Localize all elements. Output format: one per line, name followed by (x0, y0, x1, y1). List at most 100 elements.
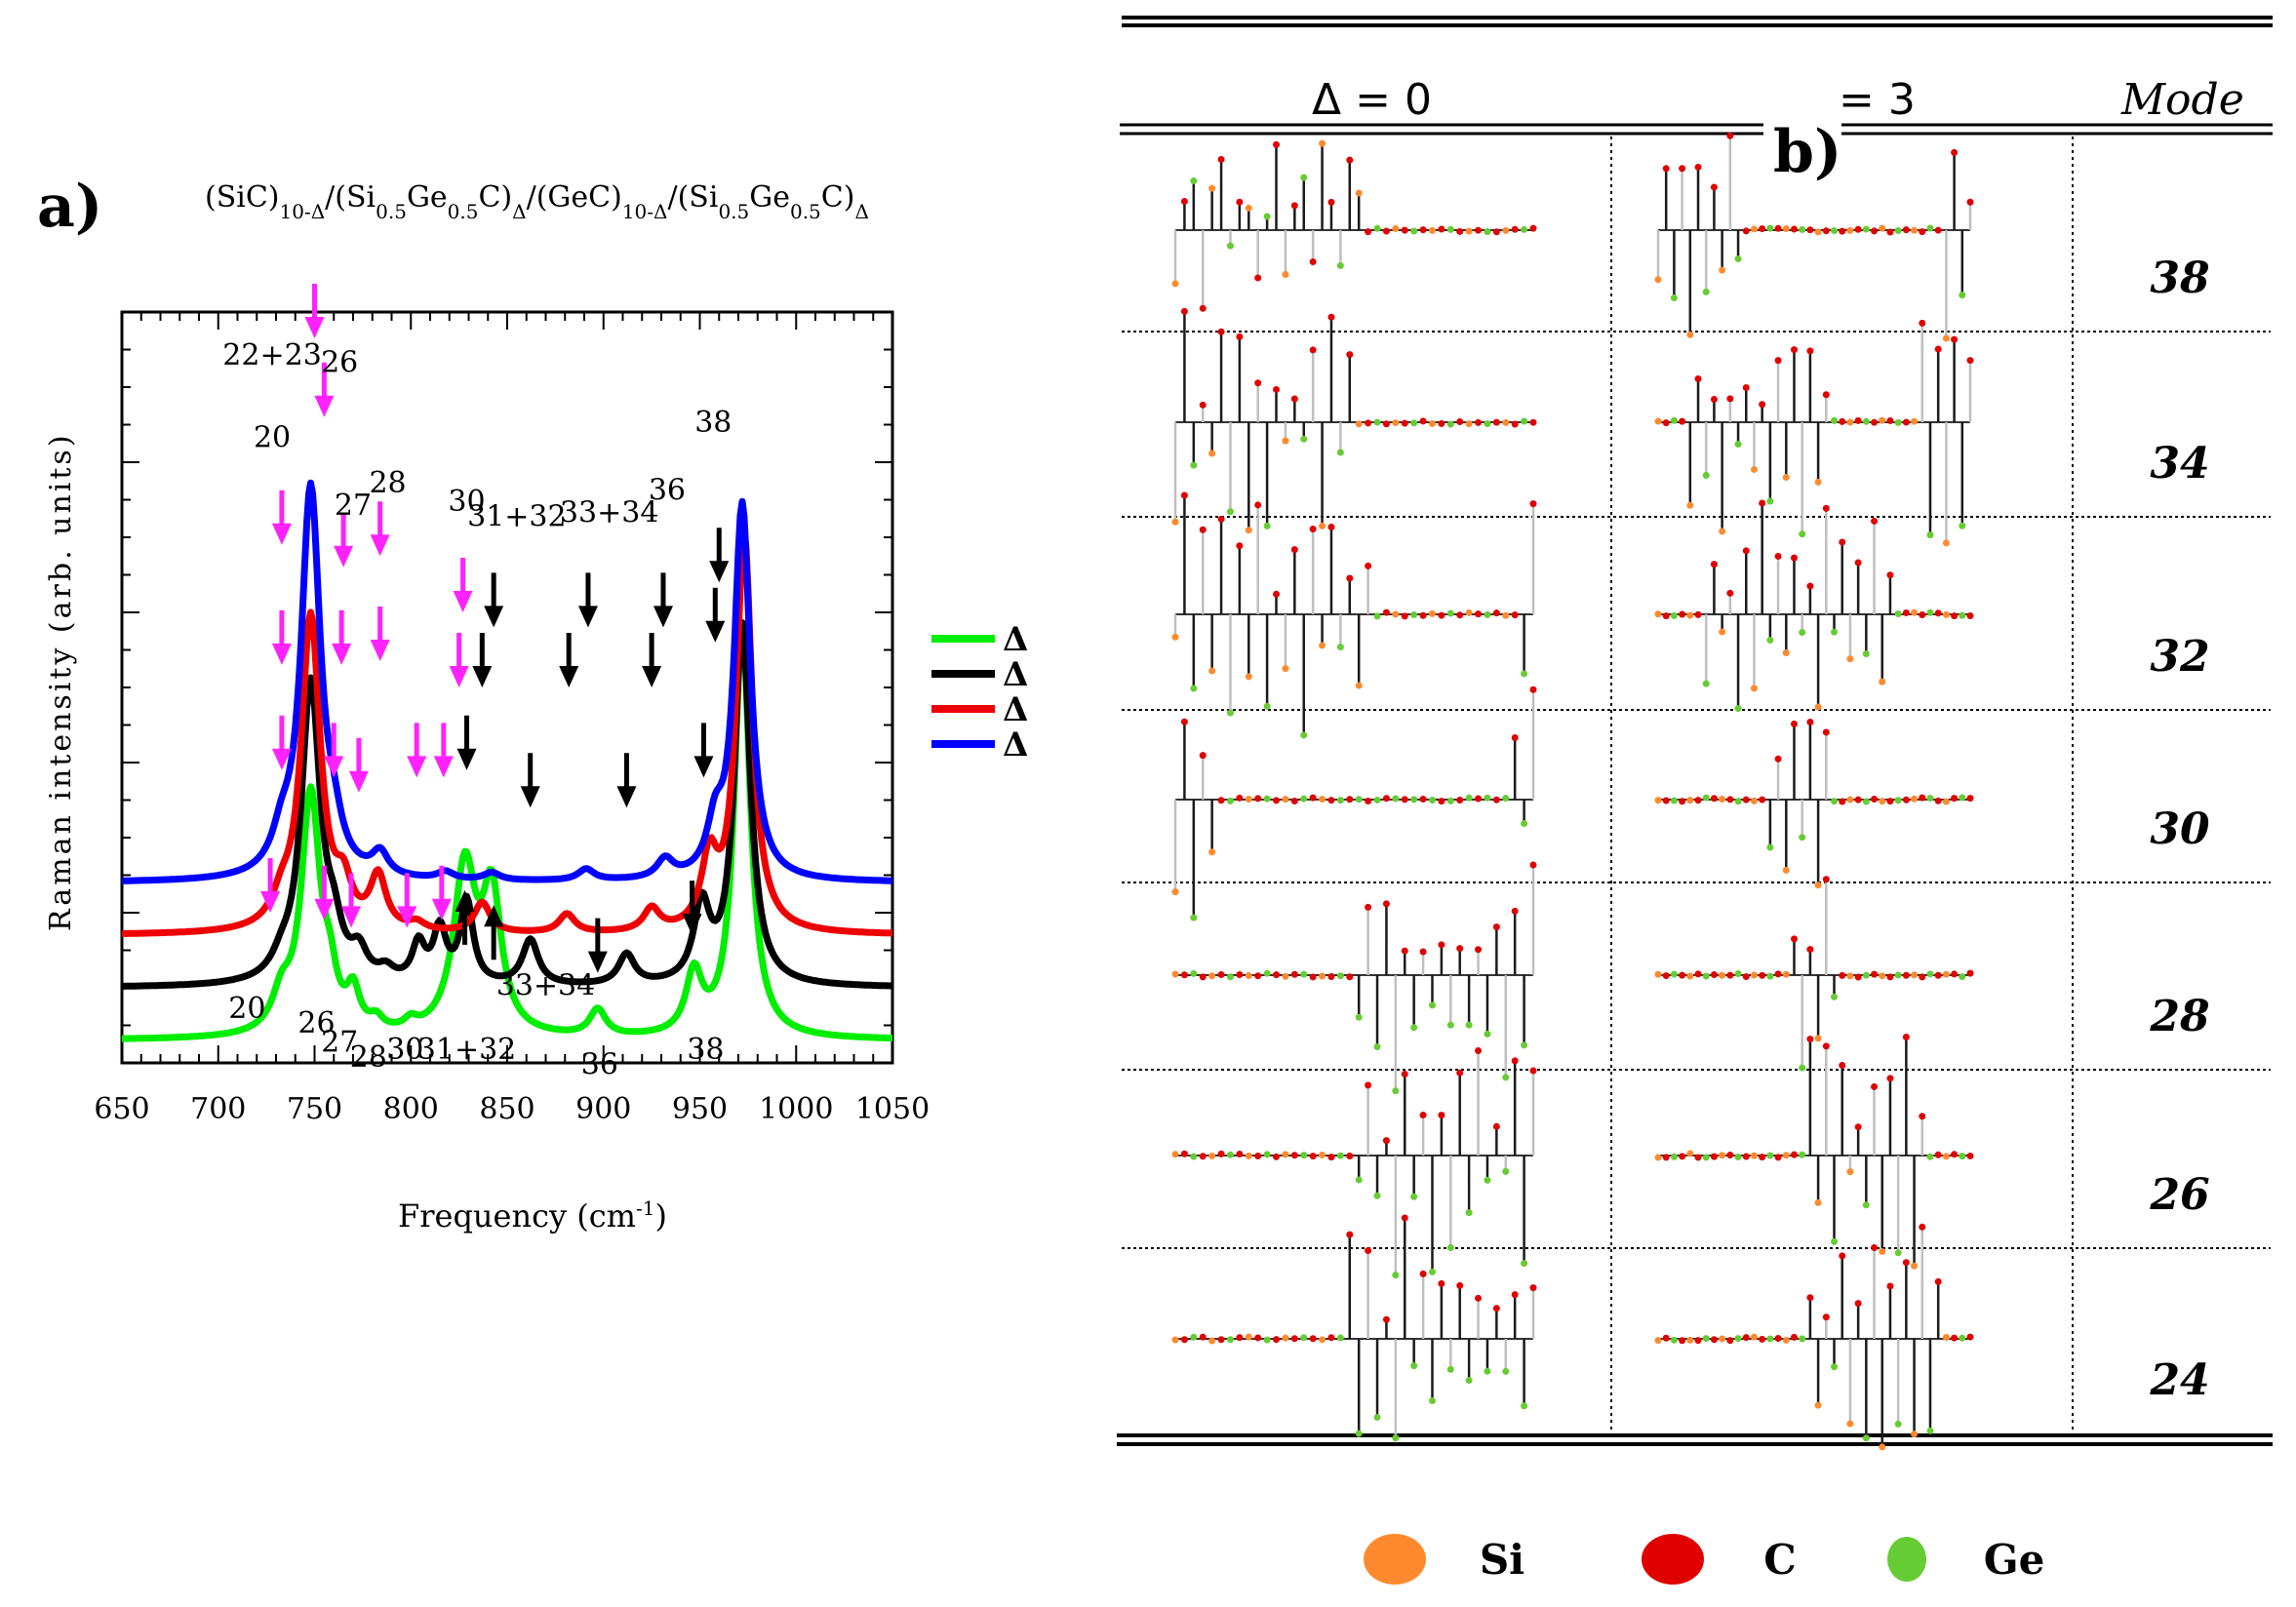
displacement-pattern (1171, 686, 1537, 921)
peak-label: 22+23 (222, 338, 321, 372)
peak-arrow (407, 723, 427, 778)
title-part: Δ (512, 200, 526, 223)
header-delta-0: Δ = 0 (1312, 75, 1432, 125)
x-axis-label: Frequency (cm-1) (398, 1196, 667, 1235)
mode-label: 38 (2150, 254, 2209, 303)
peak-label: 27 (321, 1025, 358, 1059)
peak-arrow (449, 633, 469, 687)
atom-swatch (1642, 1534, 1704, 1585)
mode-labels: 38 34 32 30 28 26 24 (2149, 254, 2210, 1405)
axis-ticks (121, 311, 893, 1064)
peak-arrow (453, 558, 473, 612)
x-tick-label: 1050 (855, 1092, 930, 1126)
displacement-pattern (1654, 718, 1974, 889)
peak-label: 30 (448, 485, 485, 519)
title-part: Δ (854, 200, 868, 223)
y-axis-label: Raman intensity (arb. units) (44, 432, 78, 931)
displacement-pattern (1654, 132, 1974, 342)
raman-plot: 650 700 750 800 850 900 950 1000 1050 22+23 26202… (94, 283, 930, 1126)
displacement-patterns (1171, 132, 1974, 1451)
peak-arrow (348, 737, 369, 793)
peak-arrow (559, 633, 579, 687)
mode-label: 32 (2150, 632, 2209, 682)
peak-arrow (642, 633, 662, 687)
legend-label: Δ = 0 (1003, 620, 1102, 659)
peak-label: 38 (694, 406, 732, 440)
atom-swatch (1364, 1534, 1426, 1585)
peak-arrow (431, 865, 452, 921)
panel-b-label: b) (1773, 118, 1841, 186)
peak-arrow (370, 501, 390, 557)
mode-label: 28 (2149, 992, 2209, 1041)
title-part: 0.5 (376, 200, 407, 223)
title-part: 0.5 (790, 200, 821, 223)
title-part: C) (478, 180, 512, 215)
peak-arrow (341, 873, 362, 928)
atom-label: C (1763, 1536, 1796, 1584)
peak-arrow (484, 572, 504, 628)
title-part: 10-Δ (280, 200, 326, 223)
peak-arrow (520, 753, 540, 808)
displacement-pattern (1654, 319, 1974, 547)
atom-legend: Si C Ge (1364, 1534, 2044, 1585)
peak-arrow (397, 873, 417, 928)
x-tick-label: 1000 (759, 1092, 833, 1126)
header-mode: Mode (2120, 75, 2244, 125)
title-part: C) (821, 180, 855, 215)
displacement-pattern (1171, 491, 1537, 739)
header-delta-3: = 3 (1839, 75, 1916, 125)
peak-arrow (705, 587, 726, 643)
peak-label: 33+34 (496, 969, 595, 1003)
label-b-mask (1763, 122, 1841, 171)
series-lines (122, 479, 892, 1042)
peak-arrow (456, 715, 477, 770)
x-tick-label: 950 (672, 1092, 728, 1126)
peak-label: 28 (350, 1040, 387, 1075)
peak-arrow (709, 528, 730, 583)
peak-arrow (314, 865, 335, 921)
peak-arrow (484, 905, 504, 960)
peak-label: 31+32 (417, 1033, 516, 1067)
title-part: /(Si (667, 180, 718, 215)
peak-arrow (324, 723, 344, 778)
peak-arrow (653, 572, 673, 628)
legend-label: Δ = 3 (1003, 725, 1102, 764)
peak-arrow (433, 723, 454, 778)
peak-label: 36 (581, 1048, 618, 1082)
plot-frame (120, 310, 894, 1065)
displacement-pattern (1171, 139, 1537, 312)
peak-label: 28 (369, 466, 406, 500)
legend-label: Δ = 2 (1003, 690, 1102, 729)
title-part: (SiC) (205, 180, 280, 215)
peak-arrow (332, 609, 352, 665)
title-text: (SiC)10-Δ/(Si0.5Ge0.5C)Δ/(GeC)10-Δ/(Si0.… (205, 180, 869, 223)
peak-label: 20 (254, 421, 291, 455)
x-tick-label: 850 (479, 1092, 534, 1126)
peak-arrow (370, 607, 390, 662)
atom-legend-item: C (1642, 1534, 1797, 1585)
peak-label: 26 (297, 1006, 335, 1040)
peak-label: 27 (335, 489, 372, 523)
peak-arrow (271, 609, 292, 665)
displacement-pattern (1171, 1046, 1537, 1279)
displacement-pattern (1654, 1034, 1974, 1270)
peak-label: 36 (649, 474, 686, 508)
peak-label: 26 (321, 346, 358, 380)
series-line (122, 479, 892, 884)
title-part: /(GeC) (527, 180, 622, 215)
peak-arrow (587, 918, 608, 973)
peak-arrow (304, 283, 325, 338)
peak-arrow (334, 512, 354, 568)
series-line (122, 528, 892, 937)
peak-label: 38 (687, 1033, 724, 1067)
peak-arrow (682, 881, 702, 936)
peak-label: 31+32 (467, 499, 566, 533)
mode-table: Δ = 0 = 3 Mode b) 38 34 32 30 28 26 24 (1117, 16, 2273, 1451)
series-line (122, 619, 892, 990)
x-tick-labels: 650 700 750 800 850 900 950 1000 1050 (94, 1092, 930, 1126)
title-part: /(Si (325, 180, 376, 215)
panel-a-title: (SiC)10-Δ/(Si0.5Ge0.5C)Δ/(GeC)10-Δ/(Si0.… (205, 180, 869, 223)
atom-legend-item: Si (1364, 1534, 1524, 1585)
legend-label: Δ = 1 (1003, 655, 1102, 694)
